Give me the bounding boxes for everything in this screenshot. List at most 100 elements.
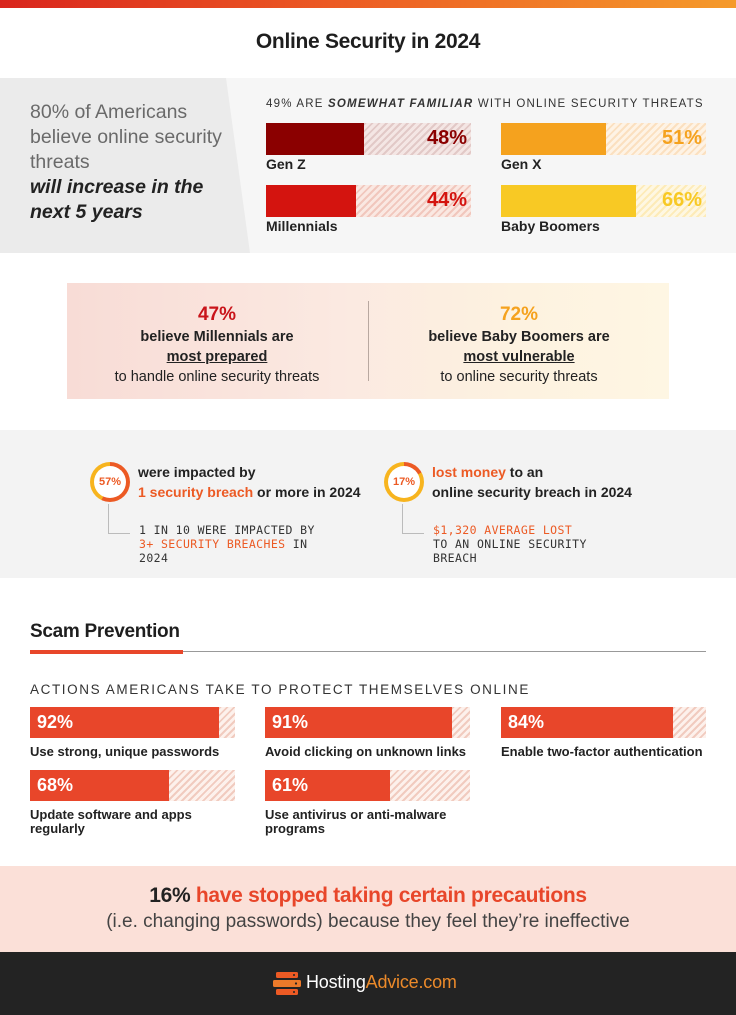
connector-left	[108, 504, 130, 534]
action-bar-remainder	[169, 770, 235, 801]
action-bar-category-label: Avoid clicking on unknown links	[265, 744, 467, 759]
preparedness-panel: 47% believe Millennials are most prepare…	[67, 283, 669, 399]
action-bar-fill	[30, 770, 169, 801]
prepared-left-line3: to handle online security threats	[114, 369, 320, 385]
prepared-right-line1: believe Baby Boomers are	[428, 329, 610, 345]
gen-bar-baby-boomers: 66%	[501, 185, 706, 217]
prepared-left-line2: most prepared	[166, 349, 268, 365]
ring-gauge-57-label: 57%	[94, 466, 126, 498]
gen-bar-category-label: Gen X	[501, 156, 542, 172]
prepared-right-line3: to online security threats	[440, 369, 598, 385]
action-bar-fill	[501, 707, 673, 738]
gen-bar-millennials: 44%	[266, 185, 471, 217]
precautions-detail: (i.e. changing passwords) because they f…	[106, 911, 630, 932]
intro-line1: 80% of Americans believe online security…	[30, 101, 222, 173]
action-bar-category-label: Update software and apps regularly	[30, 807, 192, 836]
intro-panel	[0, 78, 250, 253]
impact-left-s3: 2024	[139, 551, 169, 565]
ring-gauge-17: 17%	[384, 462, 424, 502]
scam-subtitle: ACTIONS AMERICANS TAKE TO PROTECT THEMSE…	[30, 682, 530, 697]
gen-bar-fill	[501, 123, 606, 155]
impact-left-h2-highlight: 1 security breach	[138, 484, 254, 500]
prepared-right: 72% believe Baby Boomers are most vulner…	[369, 303, 669, 387]
gen-bar-value-label: 44%	[426, 189, 467, 211]
intro-line2: will increase in the next 5 years	[30, 176, 204, 223]
impact-right-s1-highlight: $1,320 AVERAGE LOST	[433, 523, 573, 537]
action-bar-value-label: 84%	[508, 712, 545, 732]
prepared-left: 47% believe Millennials are most prepare…	[67, 303, 367, 387]
page-title: Online Security in 2024	[255, 30, 481, 53]
scam-rule-accent	[30, 650, 183, 654]
action-bar-remainder	[673, 707, 706, 738]
gen-bar-remainder	[356, 185, 471, 217]
gen-bar-fill	[266, 123, 364, 155]
intro-statement: 80% of Americans believe online security…	[30, 100, 235, 225]
gen-bar-category-label: Gen Z	[266, 156, 306, 172]
impact-right-headline: lost money to an online security breach …	[432, 462, 632, 502]
impact-left-s2: IN	[285, 537, 308, 551]
gen-bar-fill	[501, 185, 636, 217]
action-bar-fill	[30, 707, 219, 738]
action-bar-remainder	[219, 707, 235, 738]
gen-bar-fill	[266, 185, 356, 217]
impact-left-s2-highlight: 3+ SECURITY BREACHES	[139, 537, 286, 551]
scam-rule	[30, 651, 706, 652]
impact-right-s2: TO AN ONLINE SECURITY	[433, 537, 587, 551]
familiarity-section: 80% of Americans believe online security…	[0, 78, 736, 253]
precautions-banner: 16% have stopped taking certain precauti…	[0, 866, 736, 952]
impact-right-h1-highlight: lost money	[432, 464, 506, 480]
gen-bar-remainder	[636, 185, 706, 217]
action-bar-5: 61%	[265, 770, 470, 801]
gen-bar-value-label: 51%	[661, 127, 702, 149]
gen-bar-remainder	[606, 123, 706, 155]
server-stack-icon	[273, 972, 301, 995]
gen-bar-gen-x: 51%	[501, 123, 706, 155]
prepared-left-line1: believe Millennials are	[140, 329, 294, 345]
gen-bar-value-label: 66%	[661, 189, 702, 211]
action-bar-value-label: 68%	[37, 775, 74, 795]
action-bar-value-label: 61%	[272, 775, 309, 795]
familiar-emphasis: SOMEWHAT FAMILIAR	[328, 98, 474, 110]
gen-bar-gen-z: 48%	[266, 123, 471, 155]
impact-right-detail: $1,320 AVERAGE LOST TO AN ONLINE SECURIT…	[433, 523, 587, 565]
impact-left-detail: 1 IN 10 WERE IMPACTED BY 3+ SECURITY BRE…	[139, 523, 315, 565]
familiar-subtitle: 49% ARE SOMEWHAT FAMILIAR WITH ONLINE SE…	[266, 98, 704, 110]
action-bar-1: 92%	[30, 707, 235, 738]
impact-left-h1: were impacted by	[138, 464, 256, 480]
ring-gauge-17-label: 17%	[388, 466, 420, 498]
action-bar-3: 84%	[501, 707, 706, 738]
brand-part-a: Hosting	[306, 972, 366, 992]
action-bar-value-label: 92%	[37, 712, 74, 732]
gen-bar-category-label: Millennials	[266, 218, 338, 234]
impact-right-h1: to an	[505, 464, 544, 480]
action-bar-category-label: Use strong, unique passwords	[30, 744, 220, 759]
precautions-rest: have stopped taking certain precautions	[190, 884, 587, 907]
impact-right-s3: BREACH	[433, 551, 477, 565]
action-bar-value-label: 91%	[272, 712, 309, 732]
action-bar-fill	[265, 770, 390, 801]
impact-right-h2: online security breach in 2024	[432, 484, 632, 500]
prepared-left-percent: 47%	[197, 304, 237, 325]
action-bar-remainder	[452, 707, 470, 738]
action-bar-remainder	[390, 770, 470, 801]
action-bar-fill	[265, 707, 452, 738]
impact-left-headline: were impacted by 1 security breach or mo…	[138, 462, 361, 502]
action-bar-category-label: Enable two-factor authentication	[501, 744, 703, 759]
familiar-suffix: WITH ONLINE SECURITY THREATS	[473, 98, 704, 110]
prepared-right-percent: 72%	[499, 304, 539, 325]
prepared-right-line2: most vulnerable	[463, 349, 575, 365]
breach-impact-section: 57% were impacted by 1 security breach o…	[0, 430, 736, 578]
action-bar-category-label: Use antivirus or anti-malware programs	[265, 807, 447, 836]
gen-bar-category-label: Baby Boomers	[501, 218, 600, 234]
connector-right	[402, 504, 424, 534]
footer-brand: HostingAdvice.com	[306, 972, 457, 993]
ring-gauge-57: 57%	[90, 462, 130, 502]
footer: HostingAdvice.com	[0, 952, 736, 1015]
gen-bar-value-label: 48%	[426, 127, 467, 149]
impact-left-h2: or more in 2024	[253, 484, 361, 500]
brand-part-b: Advice.com	[365, 972, 457, 992]
action-bar-2: 91%	[265, 707, 470, 738]
familiar-prefix: 49% ARE	[266, 98, 329, 110]
top-accent-bar	[0, 0, 736, 8]
scam-prevention-title: Scam Prevention	[30, 621, 180, 642]
